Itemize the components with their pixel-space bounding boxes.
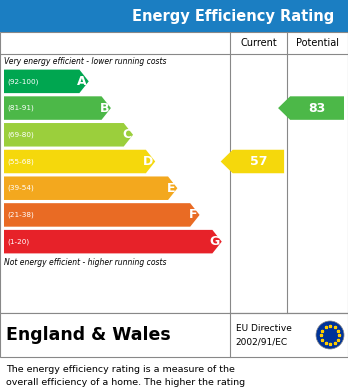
Text: Potential: Potential — [296, 38, 339, 48]
Text: G: G — [209, 235, 220, 248]
Text: E: E — [167, 182, 175, 195]
Text: (1-20): (1-20) — [7, 239, 29, 245]
Text: F: F — [189, 208, 198, 221]
Text: 57: 57 — [250, 155, 267, 168]
Polygon shape — [4, 150, 155, 173]
Bar — [0, 32, 348, 313]
Polygon shape — [4, 70, 89, 93]
Text: (81-91): (81-91) — [7, 105, 34, 111]
Text: (21-38): (21-38) — [7, 212, 34, 218]
Text: (69-80): (69-80) — [7, 131, 34, 138]
Text: 83: 83 — [308, 102, 326, 115]
Text: D: D — [143, 155, 153, 168]
Polygon shape — [4, 123, 133, 147]
Polygon shape — [221, 150, 284, 173]
Text: (55-68): (55-68) — [7, 158, 34, 165]
Text: Not energy efficient - higher running costs: Not energy efficient - higher running co… — [4, 258, 166, 267]
Polygon shape — [278, 96, 344, 120]
Text: Very energy efficient - lower running costs: Very energy efficient - lower running co… — [4, 57, 166, 66]
Polygon shape — [4, 203, 199, 227]
Text: EU Directive: EU Directive — [236, 324, 292, 333]
Bar — [0, 313, 348, 357]
Text: 2002/91/EC: 2002/91/EC — [236, 337, 288, 346]
Text: (39-54): (39-54) — [7, 185, 34, 192]
Polygon shape — [4, 176, 177, 200]
Text: England & Wales: England & Wales — [6, 326, 171, 344]
Polygon shape — [4, 230, 222, 253]
Text: C: C — [122, 128, 131, 141]
Polygon shape — [4, 96, 111, 120]
Text: Current: Current — [240, 38, 277, 48]
Text: A: A — [77, 75, 87, 88]
Text: Energy Efficiency Rating: Energy Efficiency Rating — [132, 9, 334, 23]
Text: The energy efficiency rating is a measure of the
overall efficiency of a home. T: The energy efficiency rating is a measur… — [6, 365, 245, 391]
Text: (92-100): (92-100) — [7, 78, 38, 84]
Bar — [0, 0, 348, 32]
Circle shape — [316, 321, 344, 349]
Text: B: B — [100, 102, 109, 115]
